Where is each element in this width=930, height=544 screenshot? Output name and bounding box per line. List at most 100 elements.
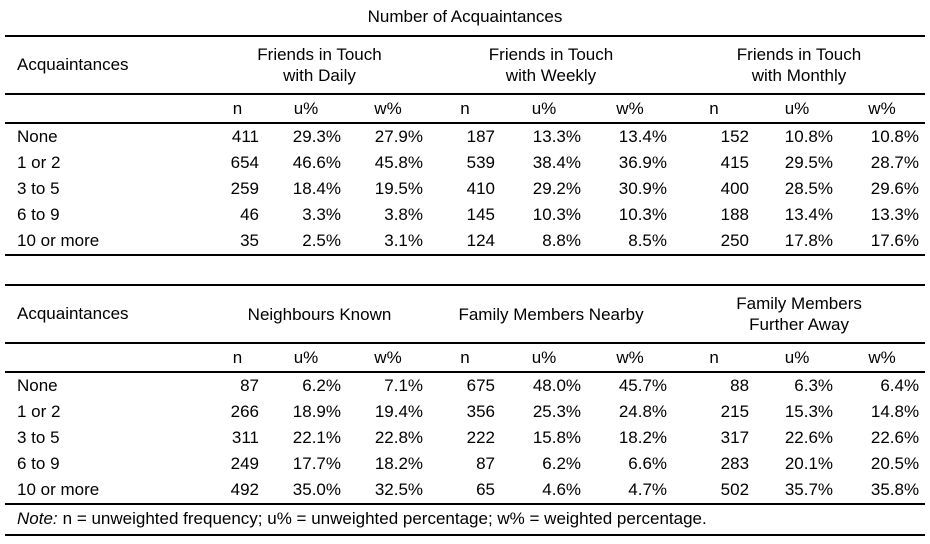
data-cell: 15.8%: [532, 428, 582, 447]
row-label: None: [17, 127, 58, 146]
data-cell: 29.5%: [784, 153, 833, 172]
col-header-w-pct: w%: [839, 94, 925, 124]
data-cell: 266: [230, 402, 259, 421]
col-header-u-pct: u%: [755, 94, 839, 124]
data-cell: 8.8%: [542, 231, 581, 250]
data-cell: 311: [231, 428, 259, 447]
group-header-line: with Weekly: [505, 66, 597, 85]
group-header-weekly: Friends in Touch with Weekly: [429, 36, 673, 95]
col-header-u-pct: u%: [501, 343, 588, 373]
row-label: 6 to 9: [17, 205, 60, 224]
row-label: 3 to 5: [17, 428, 60, 447]
data-cell: 22.8%: [374, 428, 424, 447]
col-header-w-pct: w%: [587, 94, 673, 124]
subheader-empty: [5, 94, 210, 124]
data-cell: 88: [730, 376, 750, 395]
subheader-row: n u% w% n u% w% n u% w%: [5, 94, 925, 124]
data-cell: 187: [466, 127, 495, 146]
group-header-family-further-away: Family Members Further Away: [673, 285, 926, 344]
data-cell: 6.3%: [794, 376, 834, 395]
row-label: 1 or 2: [17, 153, 61, 172]
data-cell: 22.6%: [784, 428, 834, 447]
note-text: n = unweighted frequency; u% = unweighte…: [62, 509, 707, 528]
friends-in-touch-table: Acquaintances Friends in Touch with Dail…: [5, 35, 925, 256]
group-header-line: Family Members Nearby: [458, 304, 644, 324]
data-cell: 6.2%: [542, 454, 582, 473]
data-cell: 539: [466, 153, 495, 172]
data-cell: 6.2%: [302, 376, 341, 395]
row-label: 1 or 2: [17, 402, 61, 421]
data-cell: 28.5%: [784, 179, 833, 198]
stub-header: Acquaintances: [5, 36, 210, 95]
group-header-line: Friends in Touch: [257, 45, 382, 64]
data-cell: 6.4%: [880, 376, 920, 395]
col-header-n: n: [429, 343, 502, 373]
group-header-family-nearby: Family Members Nearby: [429, 285, 674, 344]
data-cell: 14.8%: [870, 402, 920, 421]
data-cell: 7.1%: [384, 376, 424, 395]
data-cell: 29.2%: [532, 179, 581, 198]
data-cell: 46.6%: [292, 153, 341, 172]
data-cell: 249: [230, 454, 259, 473]
col-header-w-pct: w%: [347, 94, 429, 124]
data-cell: 8.5%: [628, 231, 667, 250]
data-cell: 45.7%: [618, 376, 668, 395]
table-row: 3 to 5 311 22.1% 22.8% 222 15.8% 18.2% 3…: [5, 425, 925, 451]
group-header-monthly: Friends in Touch with Monthly: [673, 36, 925, 95]
group-header-row: Acquaintances Neighbours Known Family Me…: [5, 285, 926, 344]
table-row: 1 or 2 266 18.9% 19.4% 356 25.3% 24.8% 2…: [5, 399, 925, 425]
data-cell: 19.5%: [374, 179, 423, 198]
data-cell: 410: [466, 179, 495, 198]
data-cell: 502: [720, 480, 750, 499]
data-cell: 10.3%: [618, 205, 667, 224]
data-cell: 46: [240, 205, 259, 224]
data-cell: 13.4%: [784, 205, 833, 224]
data-cell: 13.3%: [870, 205, 919, 224]
data-cell: 3.3%: [302, 205, 341, 224]
data-cell: 20.5%: [870, 454, 920, 473]
subheader-row: n u% w% n u% w% n u% w%: [5, 343, 926, 373]
data-cell: 215: [720, 402, 750, 421]
col-header-u-pct: u%: [265, 94, 347, 124]
col-header-n: n: [210, 94, 265, 124]
data-cell: 18.9%: [292, 402, 341, 421]
data-cell: 25.3%: [532, 402, 582, 421]
data-cell: 24.8%: [618, 402, 668, 421]
data-cell: 10.8%: [870, 127, 919, 146]
data-cell: 18.2%: [374, 454, 424, 473]
data-cell: 356: [466, 402, 496, 421]
data-cell: 65: [476, 480, 496, 499]
data-cell: 4.7%: [628, 480, 668, 499]
data-cell: 36.9%: [618, 153, 667, 172]
data-cell: 22.6%: [870, 428, 920, 447]
data-cell: 17.8%: [784, 231, 833, 250]
table-row: None 411 29.3% 27.9% 187 13.3% 13.4% 152…: [5, 123, 925, 150]
group-header-neighbours-known: Neighbours Known: [210, 285, 430, 344]
col-header-u-pct: u%: [755, 343, 840, 373]
data-cell: 38.4%: [532, 153, 581, 172]
col-header-w-pct: w%: [587, 343, 674, 373]
neighbours-family-table: Acquaintances Neighbours Known Family Me…: [5, 284, 926, 505]
group-header-line: Friends in Touch: [736, 45, 862, 64]
data-cell: 13.3%: [532, 127, 581, 146]
table-row: 6 to 9 46 3.3% 3.8% 145 10.3% 10.3% 188 …: [5, 202, 925, 228]
data-cell: 18.4%: [292, 179, 341, 198]
data-cell: 29.3%: [292, 127, 341, 146]
data-cell: 35.7%: [784, 480, 834, 499]
data-cell: 10.3%: [532, 205, 581, 224]
table-row: 3 to 5 259 18.4% 19.5% 410 29.2% 30.9% 4…: [5, 176, 925, 202]
data-cell: 87: [476, 454, 496, 473]
data-cell: 250: [720, 231, 749, 250]
data-cell: 188: [720, 205, 749, 224]
col-header-w-pct: w%: [347, 343, 430, 373]
data-cell: 45.8%: [374, 153, 423, 172]
data-cell: 29.6%: [870, 179, 919, 198]
data-cell: 675: [466, 376, 496, 395]
data-cell: 27.9%: [374, 127, 423, 146]
data-cell: 6.6%: [628, 454, 668, 473]
data-cell: 17.7%: [292, 454, 341, 473]
data-cell: 48.0%: [532, 376, 582, 395]
data-cell: 87: [240, 376, 259, 395]
data-cell: 22.1%: [292, 428, 341, 447]
note-label: Note:: [17, 509, 58, 528]
